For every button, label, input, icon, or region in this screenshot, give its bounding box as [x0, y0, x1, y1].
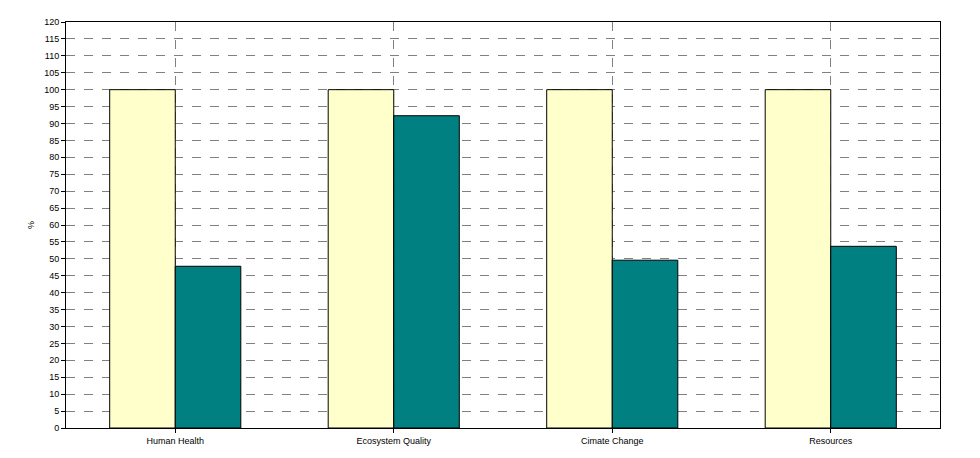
svg-text:60: 60 [49, 220, 59, 230]
svg-text:20: 20 [49, 355, 59, 365]
svg-text:75: 75 [49, 169, 59, 179]
svg-text:Ecosystem Quality: Ecosystem Quality [356, 436, 431, 446]
svg-text:55: 55 [49, 237, 59, 247]
svg-text:0: 0 [54, 423, 59, 433]
svg-text:105: 105 [44, 68, 59, 78]
svg-text:5: 5 [54, 406, 59, 416]
svg-text:35: 35 [49, 305, 59, 315]
svg-text:115: 115 [45, 34, 59, 44]
svg-text:25: 25 [49, 339, 59, 349]
svg-text:90: 90 [49, 119, 59, 129]
svg-text:50: 50 [49, 254, 59, 264]
svg-text:Resources: Resources [809, 436, 853, 446]
svg-text:40: 40 [49, 288, 59, 298]
svg-text:15: 15 [49, 372, 59, 382]
svg-text:%: % [26, 221, 36, 229]
svg-text:95: 95 [49, 102, 59, 112]
svg-text:45: 45 [49, 271, 59, 281]
svg-text:110: 110 [45, 51, 59, 61]
svg-text:30: 30 [49, 322, 59, 332]
svg-text:65: 65 [49, 203, 59, 213]
svg-text:120: 120 [44, 17, 59, 27]
svg-text:70: 70 [49, 186, 59, 196]
svg-text:10: 10 [49, 389, 59, 399]
svg-text:100: 100 [44, 85, 59, 95]
svg-text:Human Health: Human Health [146, 436, 204, 446]
svg-text:Cimate Change: Cimate Change [581, 436, 644, 446]
svg-text:80: 80 [49, 152, 59, 162]
svg-text:85: 85 [49, 136, 59, 146]
